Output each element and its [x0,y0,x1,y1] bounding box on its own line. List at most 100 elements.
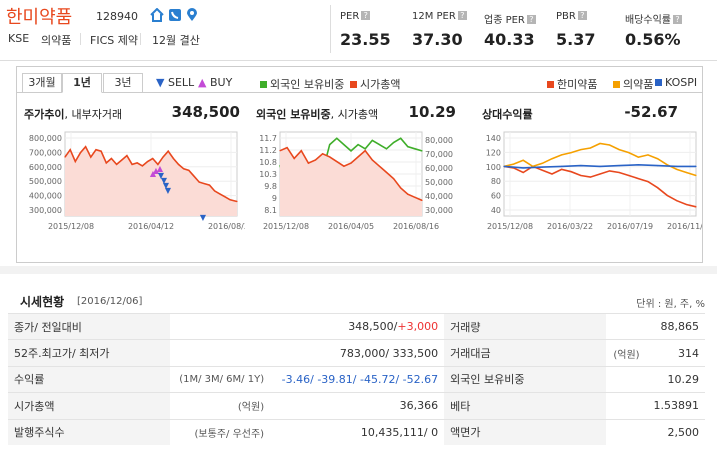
help-icon[interactable]: ? [526,15,536,24]
y2-tick-label: 80,000 [425,136,453,145]
data-point [561,165,563,167]
cell-u1 [170,339,271,367]
data-point [570,171,572,173]
data-point [393,141,395,144]
cell-l1: 52주.최고가/ 최저가 [8,339,170,367]
buy-triangle-icon: ▲ [198,76,207,89]
metric-value: 0.56% [625,30,681,49]
tab-period[interactable]: 3개월 [22,73,62,93]
data-point [350,150,352,152]
sell-marker: ▼ [161,176,168,185]
data-point [637,156,639,158]
y-tick-label: 10.8 [259,158,277,167]
data-point [618,148,620,151]
data-point [152,157,154,160]
tab-period[interactable]: 3년 [103,73,143,93]
legend-item: 한미약품 [547,76,597,92]
data-point [628,174,630,177]
legend-swatch [350,81,357,88]
cell-value: 783,000/ 333,500 [339,346,439,360]
data-point [121,159,123,161]
settlement: 12월 결산 [152,34,200,47]
data-point [105,162,107,164]
cell-l1: 종가/ 전일대비 [8,312,170,340]
buy-marker: ▲ [153,166,160,175]
y-tick-label: 40 [491,206,501,215]
data-point [647,154,649,156]
data-point [609,170,611,172]
chart-title-relative: 상대수익률 [482,108,533,121]
buy-marker: ▲ [157,164,164,173]
x-tick-label: 2015/12/08 [48,222,94,231]
sell-marker: ▼ [165,186,172,195]
y-tick-label: 300,000 [29,206,62,215]
section-gap [0,266,717,274]
table-row: 수익률 (1M/ 3M/ 6M/ 1Y) -3.46/ -39.81/ -45.72… [8,365,705,393]
chart-value-foreign: 10.29 [408,103,456,121]
data-point [378,144,380,146]
cell-u2 [606,418,646,445]
y2-tick-label: 40,000 [425,192,453,201]
data-point [609,144,611,146]
cell-l2: 외국인 보유비중 [444,365,607,393]
data-point [541,169,543,171]
data-point [279,150,281,152]
data-point [219,193,221,195]
sell-triangle-icon: ▼ [156,76,165,89]
y-tick-label: 700,000 [29,148,62,157]
data-point [695,165,697,167]
data-point [551,158,553,160]
y2-tick-label: 70,000 [425,150,453,159]
data-point [224,196,226,198]
legend-item: KOSPI [655,76,697,89]
header-divider [0,60,717,61]
help-icon[interactable]: ? [457,11,467,20]
map-pin-icon[interactable] [186,8,198,22]
legend-swatch [613,81,620,88]
data-point [286,146,288,149]
data-point [532,165,534,167]
help-icon[interactable]: ? [673,15,682,24]
cell-v2: 2,500 [645,418,705,445]
chart-title-foreign: 외국인 보유비중, 시가총액 [256,108,379,121]
data-point [637,177,639,180]
cell-l2: 거래대금 [444,339,607,367]
x-tick-label: 2016/08/16 [393,222,439,231]
relative-chart: 140 120 100 80 60 40 2015/12/08 2016/03/22 2016/… [486,131,702,231]
legend-item: 의약품 [613,76,653,92]
data-point [336,137,338,139]
data-point [343,165,345,167]
cell-l1: 시가총액 [8,392,170,420]
data-point [329,144,331,146]
data-point [599,165,601,167]
sell-marker: ▼ [200,213,207,222]
buy-marker: ▲ [150,169,157,178]
data-point [628,152,630,154]
data-point [293,157,295,160]
home-icon[interactable] [150,8,164,22]
legend-swatch [547,81,554,88]
data-point [541,162,543,164]
data-point [551,173,553,175]
help-icon[interactable]: ? [361,11,371,20]
data-point [580,165,582,167]
cell-u1: (1M/ 3M/ 6M/ 1Y) [170,365,271,393]
data-point [136,162,138,164]
cell-value: 36,366 [399,399,439,413]
data-point [513,163,515,165]
data-point [414,196,416,198]
cell-l2: 거래량 [444,312,607,340]
tab-period[interactable]: 1년 [62,73,102,93]
chart-value-relative: -52.67 [624,103,678,121]
market: KSE [8,32,30,45]
phone-icon[interactable] [168,8,182,22]
x-tick-label: 2016/04/12 [128,222,174,231]
help-icon[interactable]: ? [577,11,587,20]
x-tick-label: 2015/12/08 [487,222,533,231]
data-point [172,157,174,160]
data-point [414,148,416,150]
y-tick-label: 11.2 [259,146,277,155]
table-row: 시가총액 (억원) 36,366 베타 1.53891 [8,392,705,420]
data-point [666,164,668,166]
data-point [561,154,563,156]
